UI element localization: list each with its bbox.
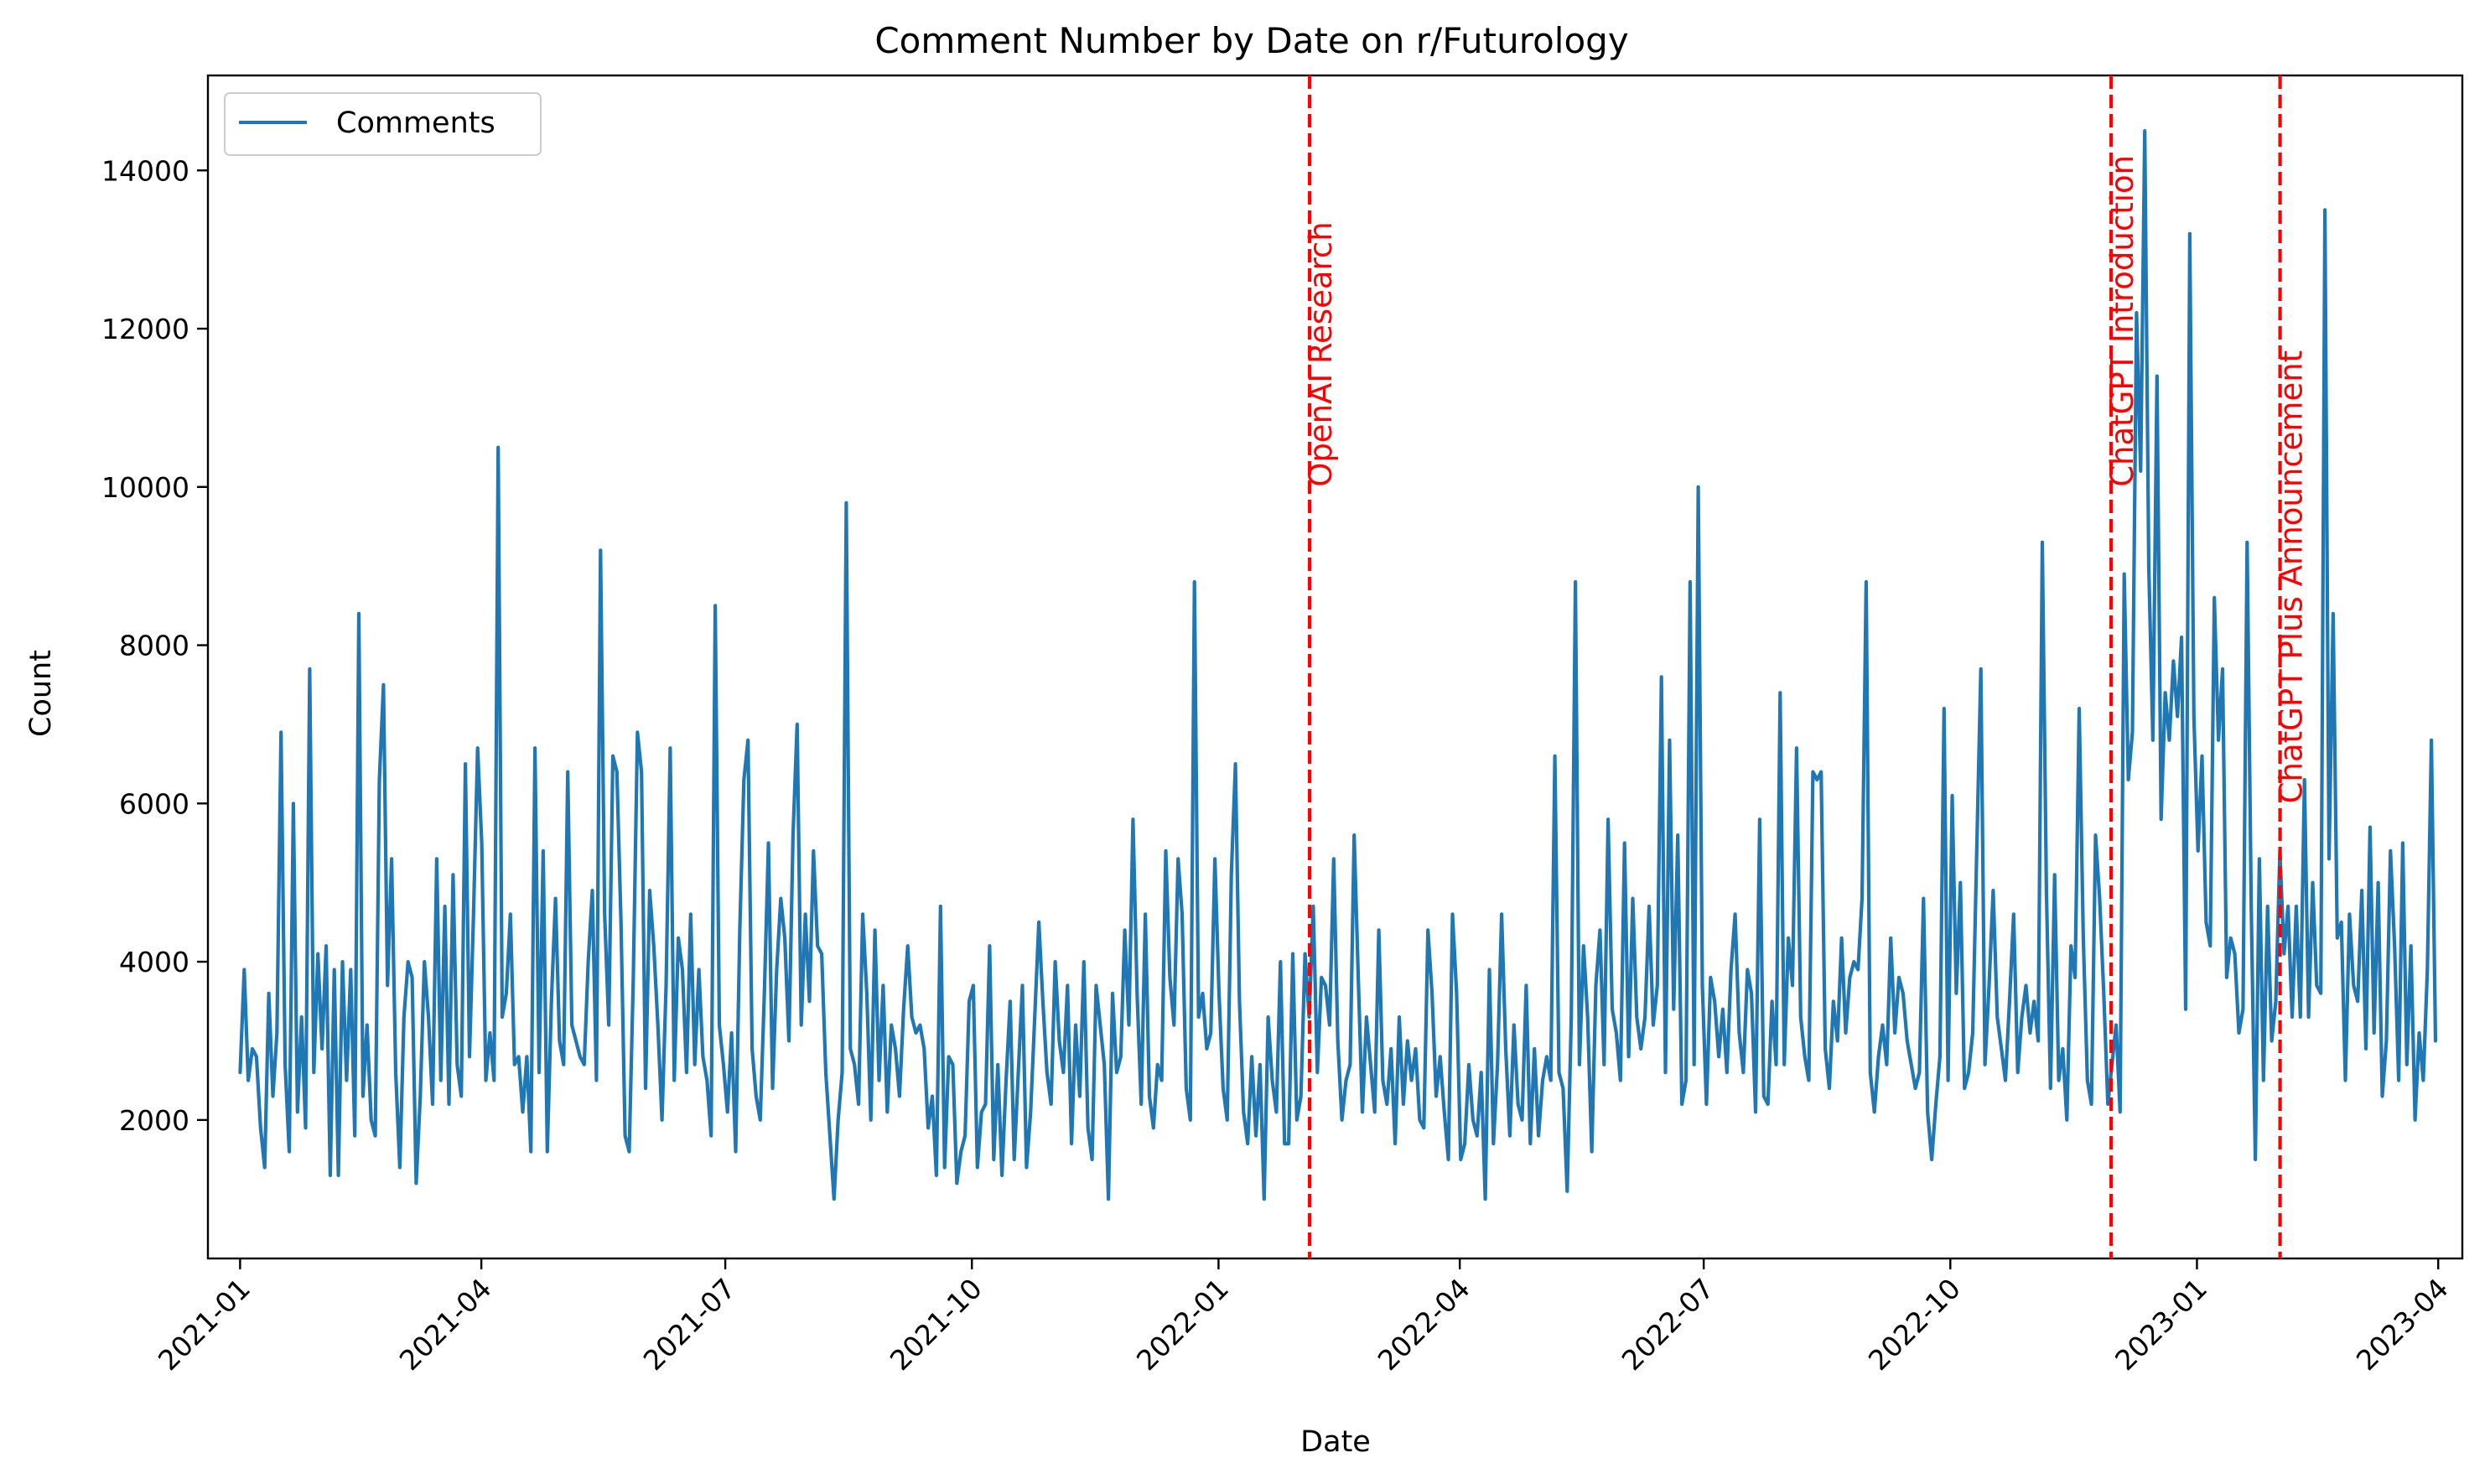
- x-tick-label: 2022-07: [1616, 1272, 1720, 1377]
- x-axis-title: Date: [1300, 1425, 1371, 1459]
- x-tick-label: 2021-10: [884, 1272, 988, 1377]
- plot-frame: [206, 74, 2464, 1260]
- legend-box: [224, 92, 542, 156]
- legend-label-comments: Comments: [336, 106, 495, 140]
- x-tick-label: 2023-04: [2350, 1272, 2455, 1377]
- x-axis: 2021-01 2021-04 2021-07 2021-10 2022-01 2022-…: [152, 1258, 2455, 1377]
- plot-area: [238, 129, 2438, 1201]
- y-tick-label: 6000: [119, 787, 189, 820]
- y-tick-label: 8000: [119, 630, 189, 662]
- chart-title: Comment Number by Date on r/Futurology: [874, 20, 1628, 61]
- y-axis: 2000 4000 6000 8000 10000 12000 14000: [101, 154, 208, 1137]
- y-tick-label: 12000: [101, 313, 189, 345]
- x-tick-label: 2021-07: [637, 1272, 742, 1377]
- y-tick-label: 14000: [101, 154, 189, 187]
- legend: Comments: [224, 92, 542, 156]
- y-tick-label: 2000: [119, 1104, 189, 1137]
- x-tick-label: 2021-01: [152, 1272, 257, 1377]
- y-tick-label: 10000: [101, 471, 189, 504]
- series-line-0: [238, 129, 2438, 1201]
- y-axis-title: Count: [24, 650, 58, 737]
- x-tick-label: 2022-10: [1862, 1272, 1967, 1377]
- event-markers: OpenAI Research ChatGPT Introduction ChatG…: [1303, 75, 2310, 1258]
- event-label-1: ChatGPT Introduction: [2104, 155, 2140, 487]
- x-tick-label: 2022-04: [1372, 1272, 1476, 1377]
- x-tick-label: 2021-04: [393, 1272, 498, 1377]
- x-tick-label: 2023-01: [2109, 1272, 2213, 1377]
- event-label-2: ChatGPT Plus Announcement: [2274, 350, 2310, 804]
- event-label-0: OpenAI Research: [1303, 221, 1339, 487]
- x-tick-label: 2022-01: [1130, 1272, 1235, 1377]
- y-tick-label: 4000: [119, 946, 189, 978]
